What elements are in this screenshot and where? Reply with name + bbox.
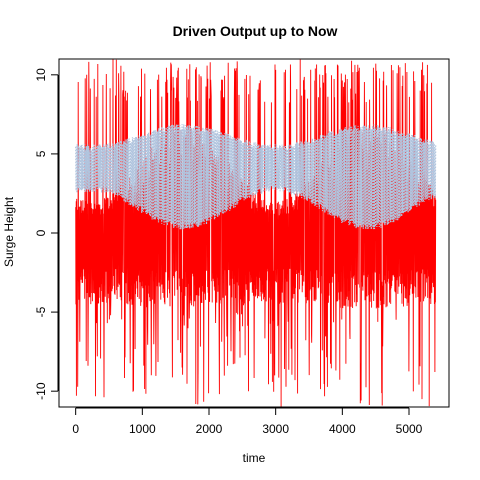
x-axis-label: time xyxy=(243,451,266,465)
y-axis: -10 -5 0 5 10 xyxy=(34,68,59,400)
chart-title: Driven Output up to Now xyxy=(173,23,338,39)
y-tick-label: -10 xyxy=(34,382,48,400)
x-tick-label: 1000 xyxy=(129,422,156,436)
series-line-lightblue xyxy=(75,124,437,230)
x-tick-label: 4000 xyxy=(329,422,356,436)
x-tick-label: 2000 xyxy=(196,422,223,436)
x-tick-label: 0 xyxy=(72,422,79,436)
x-tick-label: 5000 xyxy=(396,422,423,436)
y-tick-label: 5 xyxy=(34,150,48,157)
y-tick-label: -5 xyxy=(34,306,48,317)
y-axis-label: Surge Height xyxy=(2,196,16,267)
y-tick-label: 10 xyxy=(34,68,48,82)
x-tick-label: 3000 xyxy=(262,422,289,436)
plot-frame xyxy=(58,58,450,408)
plot-area xyxy=(75,59,437,407)
x-axis: 0 1000 2000 3000 4000 5000 xyxy=(72,407,423,436)
series-line-red xyxy=(75,59,437,407)
y-tick-label: 0 xyxy=(34,229,48,236)
